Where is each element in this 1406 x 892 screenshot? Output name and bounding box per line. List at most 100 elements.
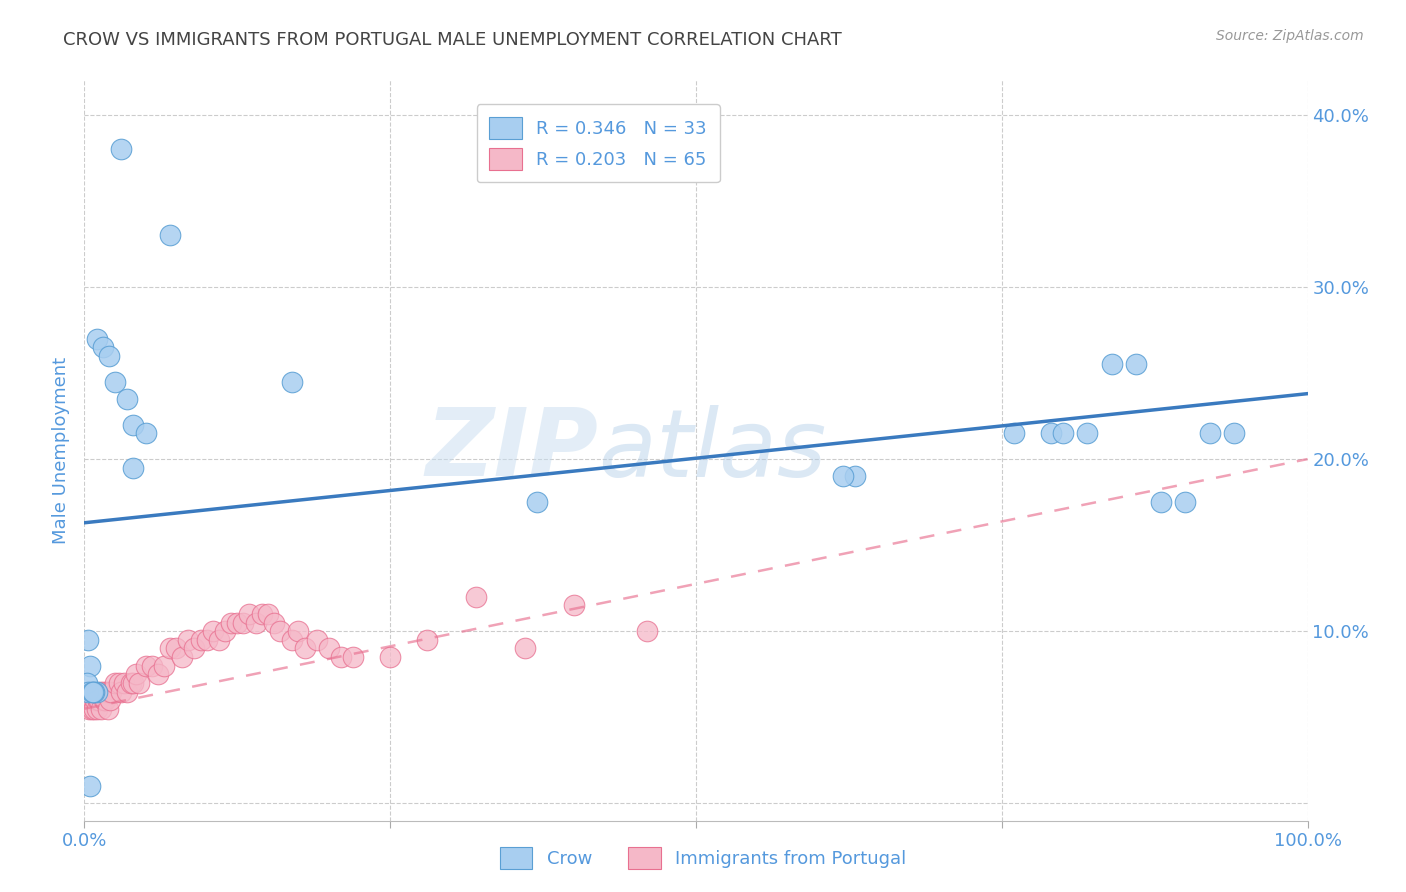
Point bbox=[76, 676, 98, 690]
Point bbox=[79, 684, 101, 698]
Point bbox=[125, 667, 148, 681]
Point bbox=[87, 693, 110, 707]
Point bbox=[91, 684, 114, 698]
Point bbox=[201, 624, 224, 639]
Point bbox=[219, 615, 242, 630]
Point bbox=[526, 495, 548, 509]
Point bbox=[97, 702, 120, 716]
Point bbox=[1223, 426, 1246, 441]
Text: Source: ZipAtlas.com: Source: ZipAtlas.com bbox=[1216, 29, 1364, 43]
Point bbox=[1052, 426, 1074, 441]
Point bbox=[122, 417, 145, 432]
Point bbox=[159, 228, 181, 243]
Point bbox=[89, 684, 111, 698]
Point bbox=[77, 702, 100, 716]
Point bbox=[281, 375, 304, 389]
Point bbox=[165, 641, 187, 656]
Point bbox=[110, 142, 132, 156]
Point bbox=[86, 332, 108, 346]
Point bbox=[416, 632, 439, 647]
Point bbox=[1002, 426, 1025, 441]
Point bbox=[250, 607, 273, 621]
Point bbox=[141, 658, 163, 673]
Point bbox=[83, 684, 105, 698]
Point bbox=[1174, 495, 1197, 509]
Point bbox=[104, 676, 127, 690]
Point bbox=[226, 615, 249, 630]
Point bbox=[844, 469, 866, 483]
Point bbox=[91, 340, 114, 354]
Point bbox=[831, 469, 853, 483]
Point bbox=[79, 658, 101, 673]
Point bbox=[294, 641, 316, 656]
Point bbox=[80, 702, 103, 716]
Point bbox=[104, 375, 127, 389]
Point bbox=[1039, 426, 1062, 441]
Point bbox=[208, 632, 231, 647]
Point bbox=[380, 650, 402, 665]
Point bbox=[287, 624, 309, 639]
Point bbox=[183, 641, 205, 656]
Point bbox=[238, 607, 260, 621]
Point bbox=[107, 676, 129, 690]
Point bbox=[77, 684, 100, 698]
Point bbox=[82, 693, 104, 707]
Point bbox=[190, 632, 212, 647]
Legend: R = 0.346   N = 33, R = 0.203   N = 65: R = 0.346 N = 33, R = 0.203 N = 65 bbox=[477, 104, 720, 183]
Point bbox=[87, 693, 110, 707]
Point bbox=[80, 684, 103, 698]
Text: ZIP: ZIP bbox=[425, 404, 598, 497]
Point bbox=[122, 676, 145, 690]
Point bbox=[159, 641, 181, 656]
Point bbox=[97, 684, 120, 698]
Point bbox=[1150, 495, 1173, 509]
Point bbox=[232, 615, 254, 630]
Point bbox=[464, 590, 486, 604]
Point bbox=[281, 632, 304, 647]
Point bbox=[94, 693, 117, 707]
Point bbox=[1101, 357, 1123, 371]
Point bbox=[195, 632, 218, 647]
Point bbox=[318, 641, 340, 656]
Point bbox=[1076, 426, 1098, 441]
Point bbox=[513, 641, 536, 656]
Point bbox=[120, 676, 142, 690]
Point bbox=[79, 779, 101, 793]
Point bbox=[122, 460, 145, 475]
Point bbox=[342, 650, 364, 665]
Point bbox=[257, 607, 280, 621]
Point bbox=[110, 684, 132, 698]
Legend: Crow, Immigrants from Portugal: Crow, Immigrants from Portugal bbox=[492, 839, 914, 876]
Point bbox=[86, 684, 108, 698]
Point bbox=[135, 658, 157, 673]
Point bbox=[636, 624, 658, 639]
Point bbox=[153, 658, 176, 673]
Point bbox=[82, 684, 104, 698]
Point bbox=[172, 650, 194, 665]
Text: atlas: atlas bbox=[598, 405, 827, 496]
Point bbox=[330, 650, 353, 665]
Point bbox=[305, 632, 328, 647]
Point bbox=[115, 684, 138, 698]
Point bbox=[135, 426, 157, 441]
Point bbox=[562, 599, 585, 613]
Y-axis label: Male Unemployment: Male Unemployment bbox=[52, 357, 70, 544]
Point bbox=[84, 693, 107, 707]
Point bbox=[86, 702, 108, 716]
Point bbox=[77, 693, 100, 707]
Point bbox=[177, 632, 200, 647]
Point bbox=[100, 684, 122, 698]
Point bbox=[115, 392, 138, 406]
Point bbox=[128, 676, 150, 690]
Point bbox=[1198, 426, 1220, 441]
Point bbox=[146, 667, 169, 681]
Point bbox=[245, 615, 267, 630]
Point bbox=[83, 702, 105, 716]
Point bbox=[263, 615, 285, 630]
Point bbox=[93, 693, 115, 707]
Point bbox=[112, 676, 135, 690]
Point bbox=[96, 684, 118, 698]
Point bbox=[214, 624, 236, 639]
Text: CROW VS IMMIGRANTS FROM PORTUGAL MALE UNEMPLOYMENT CORRELATION CHART: CROW VS IMMIGRANTS FROM PORTUGAL MALE UN… bbox=[63, 31, 842, 49]
Point bbox=[90, 702, 112, 716]
